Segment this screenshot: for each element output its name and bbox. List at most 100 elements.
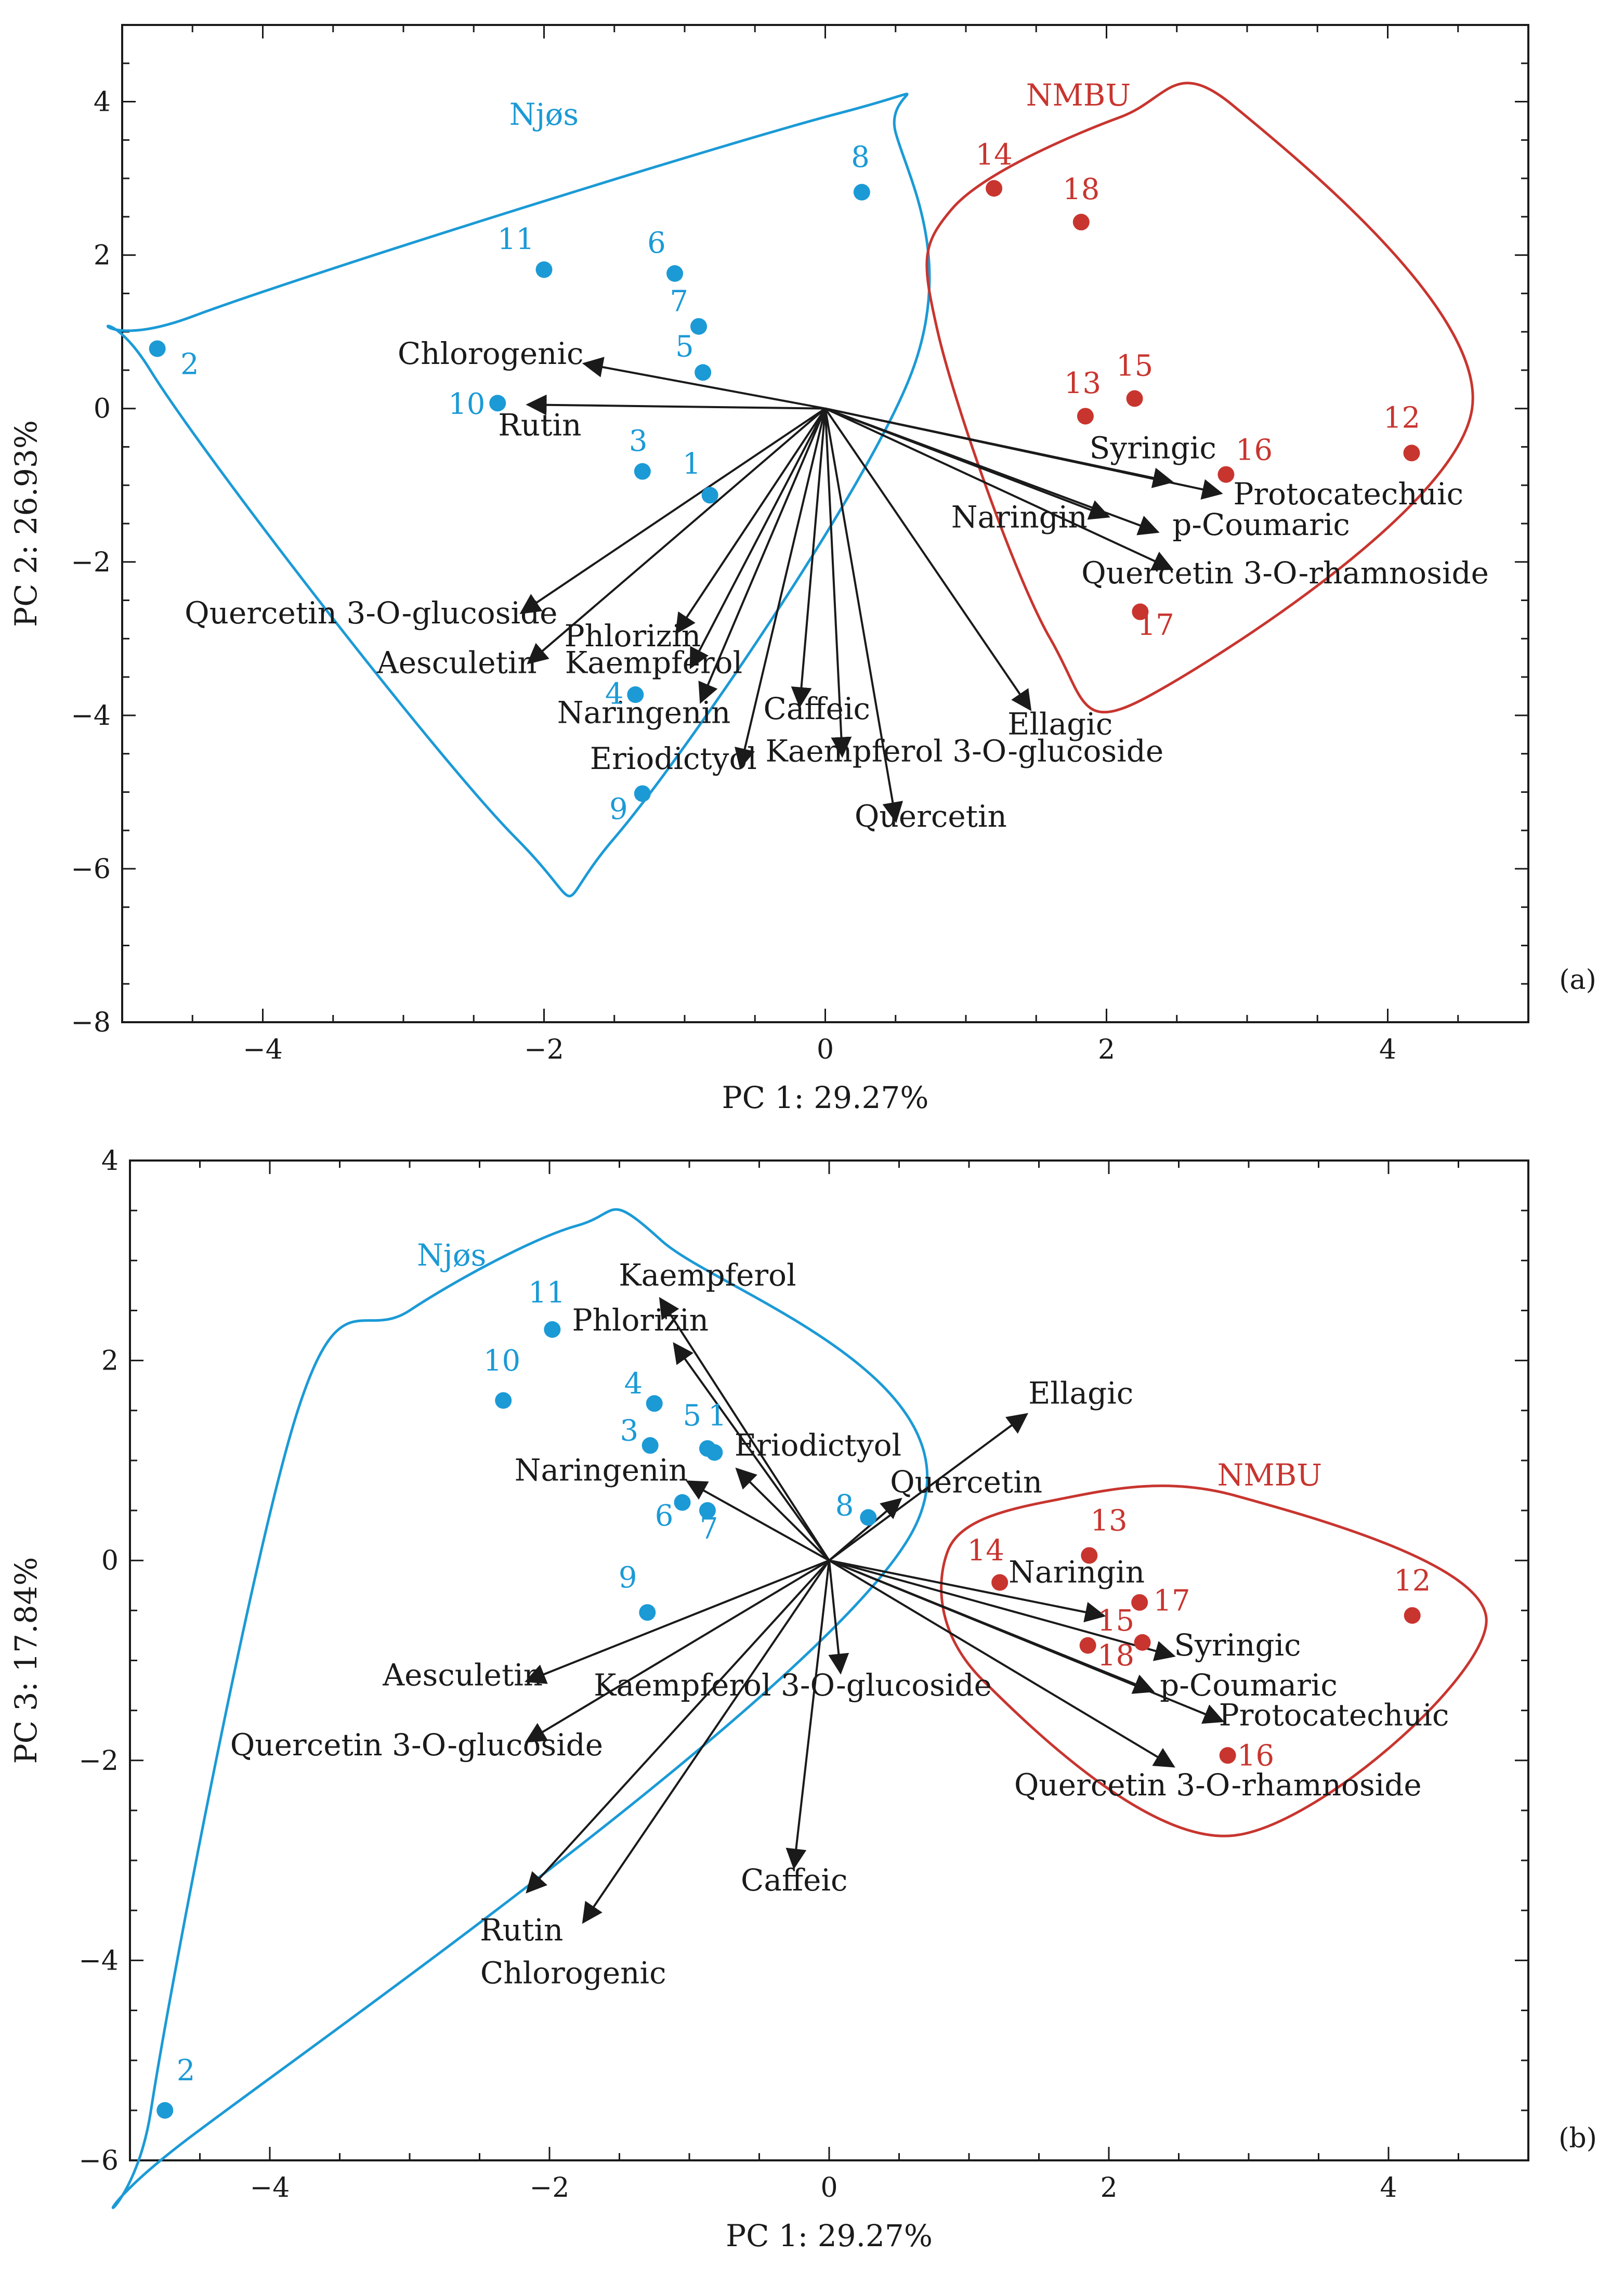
x-tick-label: −2 [524, 1034, 564, 1065]
loading-arrow [829, 1559, 1225, 1724]
data-point [1081, 1547, 1098, 1564]
loading-label: Protocatechuic [1219, 1697, 1449, 1732]
loading-arrow [689, 408, 827, 670]
loading-label: Chlorogenic [398, 336, 584, 371]
x-tick-label: 4 [1379, 1034, 1396, 1065]
data-point [1126, 390, 1143, 407]
loading-arrow [686, 1480, 830, 1561]
group-label-nmbu: NMBU [1026, 77, 1131, 113]
y-tick-label: −4 [78, 1945, 119, 1976]
data-point-label: 13 [1090, 1504, 1127, 1538]
data-point [699, 1440, 716, 1457]
y-tick-label: 2 [94, 240, 111, 271]
data-point-label: 8 [835, 1489, 854, 1523]
data-point-label: 12 [1394, 1564, 1431, 1598]
data-point [1134, 1634, 1151, 1651]
loading-label: Eriodictyol [735, 1427, 901, 1463]
data-point [695, 364, 712, 381]
data-point-label: 3 [629, 424, 648, 458]
loading-label: Naringin [1009, 1555, 1145, 1590]
loading-label: p-Coumaric [1172, 507, 1350, 542]
data-point-label: 17 [1153, 1584, 1190, 1618]
data-point-label: 5 [683, 1399, 702, 1433]
loading-label: Kaempferol 3-O-glucoside [594, 1667, 992, 1703]
data-point [690, 318, 708, 335]
loading-label: Naringin [951, 499, 1088, 535]
data-point-label: 2 [177, 2054, 195, 2088]
loading-arrow [525, 1559, 830, 1684]
y-tick-label: −6 [78, 2145, 119, 2176]
panel-b: −4 −2 0 2 4 4 2 0 −2 −4 −6 PC 1: 29.27% PC 3: 17.84%… [8, 1145, 1597, 2253]
loading-arrow [829, 1559, 1176, 1661]
loading-arrow [824, 408, 1032, 711]
loading-arrow [824, 407, 1160, 536]
data-point [853, 184, 870, 201]
loading-label: Quercetin 3-O-rhamnoside [1014, 1767, 1422, 1803]
x-tick-label: 0 [817, 1034, 834, 1065]
y-tick-label: −2 [71, 547, 111, 578]
data-point [489, 395, 506, 412]
x-tick-label: 4 [1380, 2172, 1397, 2204]
loading-label: Quercetin 3-O-glucoside [185, 595, 557, 631]
data-point [646, 1395, 663, 1412]
loading-arrow [824, 407, 1174, 571]
loading-arrow [825, 407, 1223, 500]
group-hull-nmbu [925, 82, 1474, 714]
loading-arrow [824, 408, 852, 758]
loading-label: p-Coumaric [1160, 1667, 1338, 1703]
data-point-label: 12 [1383, 401, 1420, 435]
data-point [641, 1437, 659, 1454]
data-point-label: 2 [180, 347, 199, 381]
y-tick-label: 4 [94, 87, 111, 118]
loading-arrow [526, 394, 826, 415]
loading-arrow [829, 1559, 1106, 1623]
data-point [1072, 214, 1090, 231]
loading-label: Caffeic [764, 691, 871, 726]
loading-label: Caffeic [741, 1862, 848, 1898]
data-point-label: 4 [624, 1367, 643, 1401]
loading-label: Quercetin [890, 1464, 1042, 1500]
loading-arrow [735, 408, 827, 770]
loading-arrow [828, 1413, 1029, 1561]
x-tick-label: −4 [250, 2172, 290, 2204]
panel-a: −4 −2 0 2 4 4 2 0 −2 −4 −6 −8 PC 1: 29.27% PC 2: 26.9… [8, 24, 1596, 1115]
x-tick-label: −4 [243, 1034, 283, 1065]
loading-arrow [828, 1497, 902, 1561]
y-tick-label: 0 [101, 1545, 119, 1576]
data-point [701, 487, 718, 504]
y-tick-label: 2 [101, 1346, 119, 1377]
loading-label: Phlorizin [572, 1302, 709, 1338]
data-point [666, 265, 684, 282]
data-point [495, 1392, 512, 1409]
data-point [860, 1509, 877, 1526]
data-point-label: 10 [483, 1344, 520, 1378]
loading-label: Rutin [498, 407, 581, 442]
x-axis-title: PC 1: 29.27% [726, 2218, 933, 2253]
data-point [634, 785, 651, 802]
loading-arrow [735, 1467, 830, 1561]
data-point-label: 6 [655, 1499, 674, 1533]
data-point [674, 1494, 691, 1511]
data-point [1079, 1637, 1096, 1654]
loading-arrow [828, 1559, 1175, 1768]
loading-label: Ellagic [1007, 707, 1112, 742]
y-axis-title: PC 2: 26.93% [8, 420, 44, 627]
data-point-label: 11 [497, 223, 534, 256]
data-point-label: 9 [609, 792, 628, 826]
data-point-label: 1 [708, 1399, 727, 1433]
y-tick-label: 4 [101, 1145, 119, 1177]
data-point-label: 7 [700, 1512, 718, 1546]
data-point-label: 16 [1236, 434, 1273, 467]
data-point [627, 686, 644, 703]
group-label-njøs: Njøs [509, 97, 579, 132]
data-point-label: 16 [1237, 1739, 1274, 1772]
data-point [535, 261, 553, 278]
data-point [639, 1604, 656, 1621]
data-point-label: 15 [1097, 1604, 1134, 1638]
y-tick-label: 0 [94, 394, 111, 425]
loading-arrow [582, 357, 826, 410]
loading-arrow [824, 408, 903, 823]
data-point-label: 13 [1064, 367, 1101, 400]
